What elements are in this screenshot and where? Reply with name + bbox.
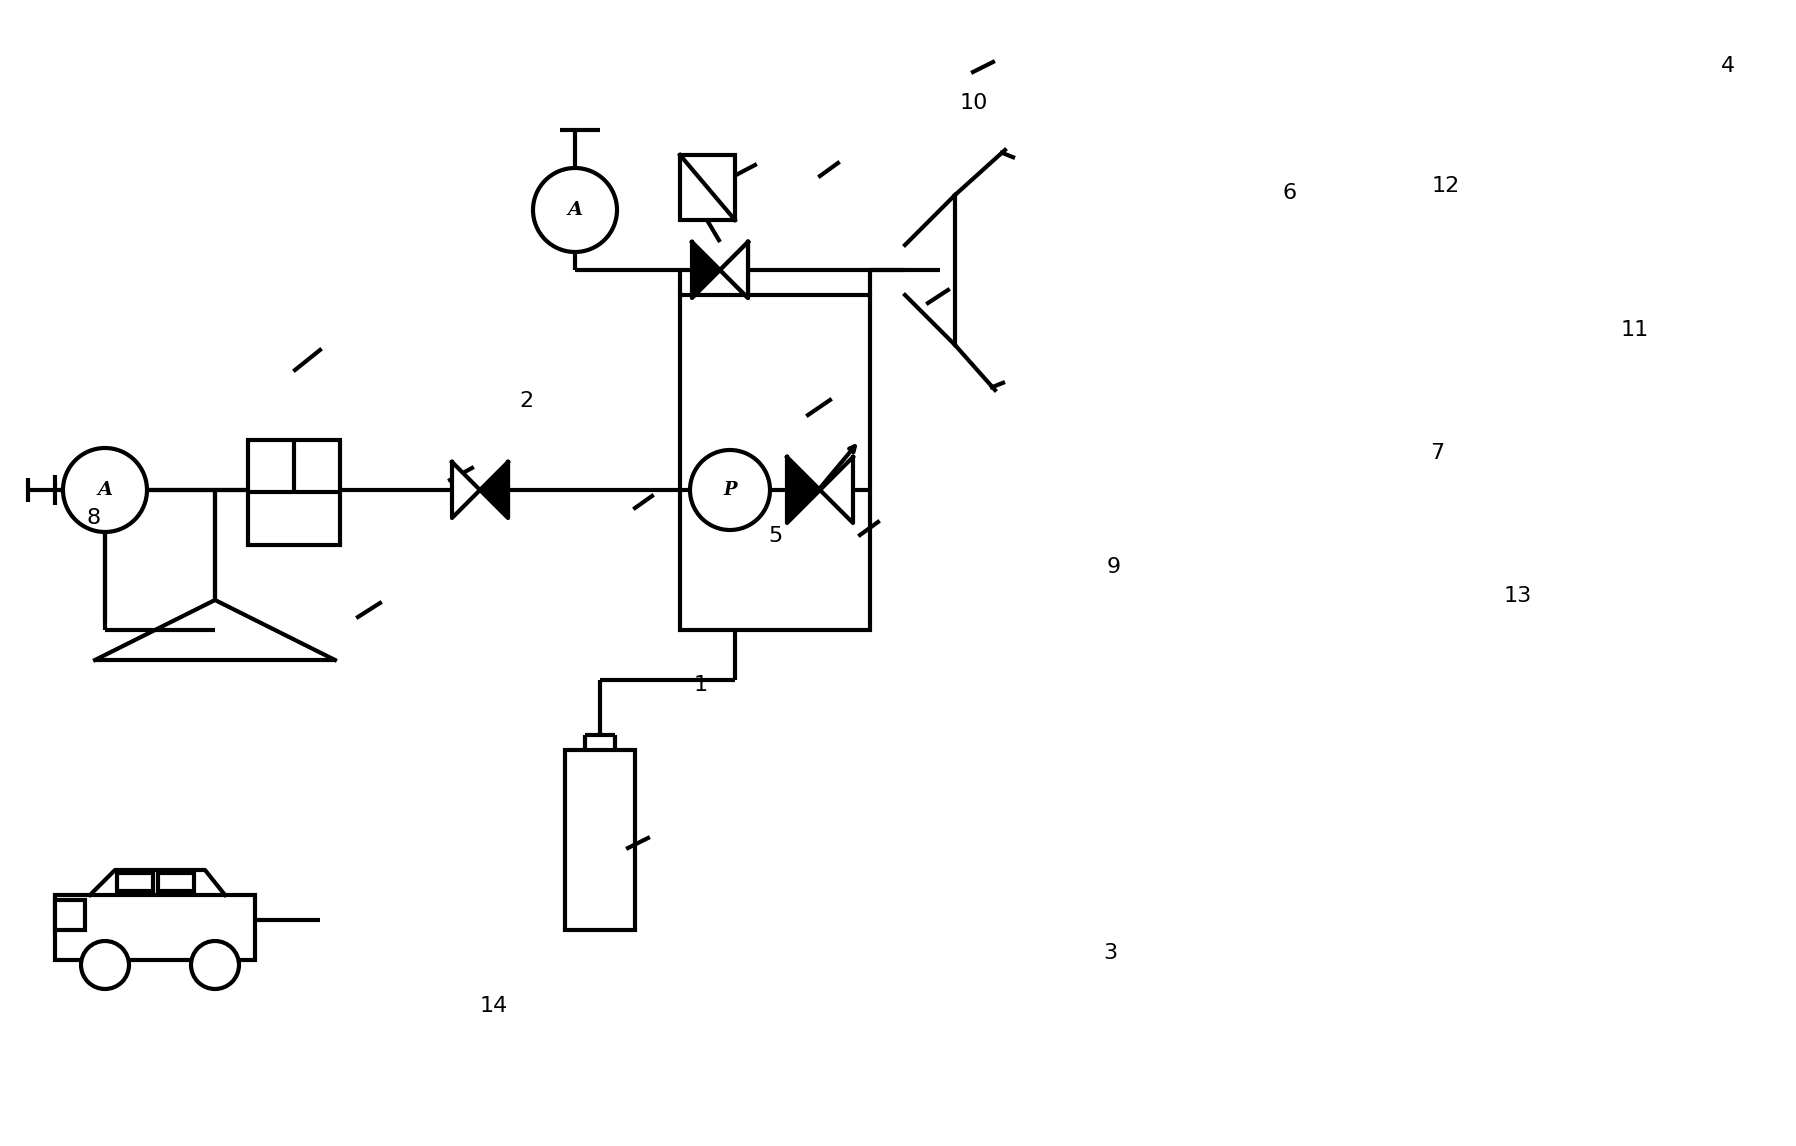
Text: 7: 7 <box>1430 442 1444 463</box>
Text: 11: 11 <box>1620 320 1649 340</box>
Text: A: A <box>568 201 582 219</box>
Circle shape <box>81 941 129 989</box>
Text: 5: 5 <box>769 526 783 547</box>
Bar <box>566 749 636 931</box>
Bar <box>681 295 869 630</box>
Text: 6: 6 <box>1282 182 1297 203</box>
Text: 12: 12 <box>1431 175 1460 196</box>
Text: 1: 1 <box>693 675 708 696</box>
Polygon shape <box>821 457 853 523</box>
Polygon shape <box>480 462 508 518</box>
Bar <box>56 895 255 960</box>
Text: 8: 8 <box>86 508 101 528</box>
Bar <box>117 873 153 890</box>
Circle shape <box>190 941 239 989</box>
Text: 4: 4 <box>1721 56 1735 77</box>
Bar <box>681 155 735 220</box>
Text: 10: 10 <box>959 93 988 113</box>
Bar <box>56 900 84 931</box>
Text: A: A <box>97 481 113 499</box>
Bar <box>158 873 194 890</box>
Text: 14: 14 <box>480 996 508 1017</box>
Text: 9: 9 <box>1106 557 1121 578</box>
Circle shape <box>63 448 147 532</box>
Circle shape <box>533 168 618 252</box>
Bar <box>248 440 339 545</box>
Text: 2: 2 <box>519 391 533 411</box>
Text: 13: 13 <box>1503 586 1532 606</box>
Polygon shape <box>787 457 821 523</box>
Polygon shape <box>720 242 747 298</box>
Text: 3: 3 <box>1103 943 1117 964</box>
Polygon shape <box>453 462 480 518</box>
Circle shape <box>690 450 770 529</box>
Text: P: P <box>724 481 736 499</box>
Polygon shape <box>691 242 720 298</box>
